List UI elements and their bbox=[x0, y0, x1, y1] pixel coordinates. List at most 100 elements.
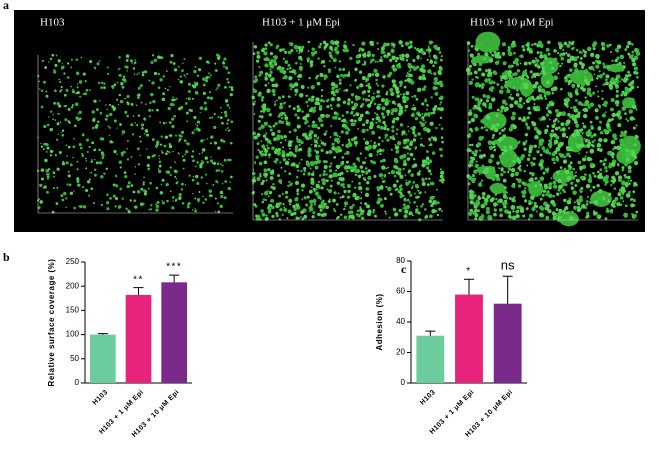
cell bbox=[135, 166, 136, 167]
cell bbox=[59, 81, 61, 83]
cell bbox=[206, 183, 208, 185]
cell bbox=[541, 46, 543, 48]
cell bbox=[291, 49, 294, 52]
cell bbox=[365, 167, 368, 170]
cell bbox=[358, 188, 360, 190]
cell bbox=[130, 59, 133, 62]
cell bbox=[470, 196, 474, 200]
cell bbox=[210, 161, 212, 163]
cell bbox=[572, 133, 577, 138]
cell bbox=[182, 155, 184, 157]
cell bbox=[580, 176, 584, 180]
cell bbox=[529, 214, 533, 218]
cell bbox=[605, 170, 607, 172]
cell bbox=[378, 149, 382, 153]
cell bbox=[205, 198, 208, 201]
cell bbox=[584, 102, 588, 106]
cell bbox=[391, 49, 393, 51]
cell bbox=[387, 167, 389, 169]
cell bbox=[391, 125, 394, 128]
cell bbox=[426, 49, 429, 52]
cell bbox=[150, 61, 153, 64]
cell bbox=[157, 55, 160, 58]
cell bbox=[70, 86, 72, 88]
cell bbox=[563, 159, 567, 163]
cell bbox=[548, 183, 552, 187]
cell bbox=[72, 157, 73, 158]
cell bbox=[616, 90, 619, 93]
cell bbox=[212, 162, 214, 164]
cell bbox=[323, 170, 326, 173]
cell bbox=[608, 129, 611, 132]
cell bbox=[605, 111, 607, 113]
cell bbox=[380, 160, 382, 162]
cell bbox=[332, 173, 336, 177]
cell bbox=[381, 98, 385, 102]
cell bbox=[168, 107, 171, 110]
cell bbox=[366, 129, 369, 132]
cell bbox=[115, 197, 118, 200]
cell bbox=[501, 148, 504, 151]
cell bbox=[93, 202, 95, 204]
cell bbox=[61, 134, 64, 137]
cell bbox=[113, 195, 116, 198]
cell bbox=[330, 185, 333, 188]
cell bbox=[276, 45, 279, 48]
cell bbox=[509, 104, 513, 108]
cell bbox=[557, 216, 561, 220]
cell bbox=[377, 104, 379, 106]
cell bbox=[346, 132, 348, 134]
cell bbox=[584, 69, 588, 73]
cell bbox=[321, 214, 324, 217]
cell bbox=[616, 50, 619, 53]
cell bbox=[508, 65, 512, 69]
cell bbox=[277, 174, 280, 177]
cell bbox=[467, 41, 471, 45]
cell bbox=[390, 193, 393, 196]
cell bbox=[479, 62, 483, 66]
cell bbox=[343, 101, 346, 104]
cell bbox=[513, 52, 516, 55]
cell bbox=[320, 140, 322, 142]
cell bbox=[494, 140, 499, 145]
cell bbox=[57, 122, 60, 125]
cell bbox=[105, 118, 108, 121]
cell bbox=[372, 58, 375, 61]
cell bbox=[503, 124, 505, 126]
cell bbox=[172, 200, 173, 201]
cell bbox=[575, 76, 579, 80]
cell bbox=[543, 190, 546, 193]
cell bbox=[58, 61, 60, 63]
cell bbox=[496, 83, 499, 86]
cell bbox=[200, 112, 201, 113]
cell bbox=[598, 189, 602, 193]
cell bbox=[603, 63, 605, 65]
cell bbox=[224, 196, 227, 199]
cell bbox=[531, 76, 533, 78]
cell bbox=[482, 164, 484, 166]
cell bbox=[140, 141, 142, 143]
cell bbox=[368, 86, 371, 89]
error-bar bbox=[169, 275, 179, 282]
cell bbox=[160, 135, 162, 137]
cell bbox=[142, 203, 145, 206]
cell bbox=[89, 146, 91, 148]
cell bbox=[65, 197, 67, 199]
cell bbox=[626, 157, 630, 161]
cell bbox=[471, 59, 476, 64]
cell bbox=[402, 93, 404, 95]
cell bbox=[482, 196, 485, 199]
cell bbox=[354, 120, 357, 123]
cell bbox=[590, 102, 594, 106]
cell bbox=[307, 105, 309, 107]
cell bbox=[511, 168, 515, 172]
cell bbox=[317, 127, 320, 130]
cell bbox=[537, 180, 540, 183]
cell bbox=[336, 217, 338, 219]
cell bbox=[180, 196, 182, 198]
cell bbox=[491, 54, 494, 57]
cell bbox=[127, 103, 130, 106]
cell bbox=[413, 127, 415, 129]
cell bbox=[354, 186, 356, 188]
cell bbox=[222, 165, 224, 167]
